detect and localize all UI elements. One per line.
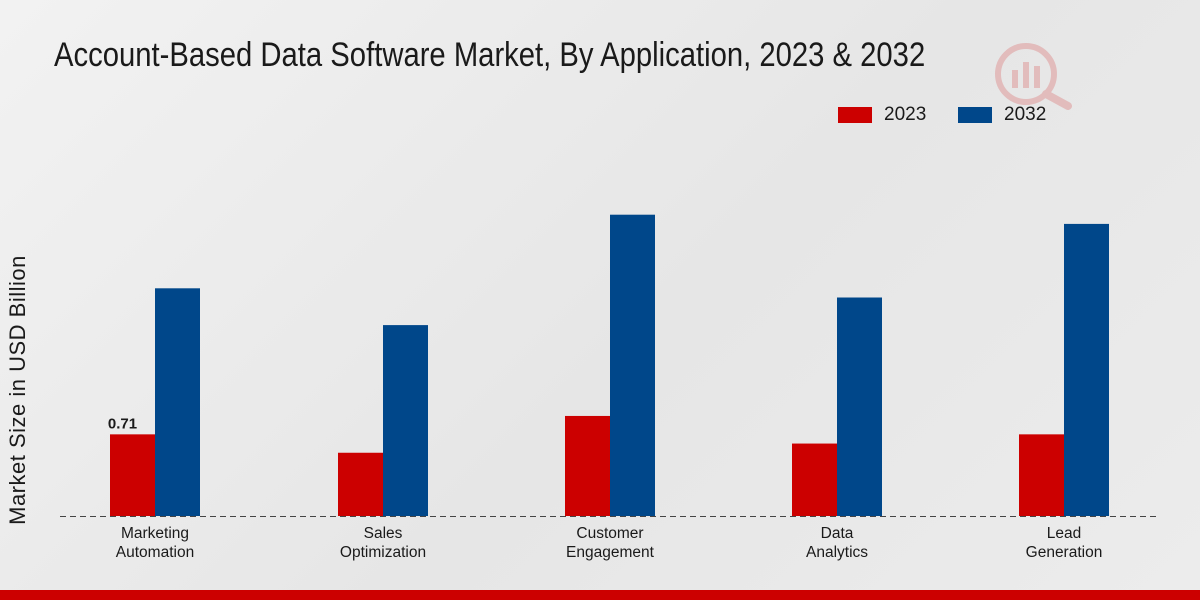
bar-2032-2: [610, 214, 655, 516]
x-tick-label-4-1: Generation: [1026, 544, 1103, 561]
bar-2023-3: [792, 443, 837, 516]
x-tick-label-4-0: Lead: [1047, 525, 1081, 542]
bottom-accent-bar: [0, 590, 1200, 600]
bar-2023-0: [110, 434, 155, 516]
bar-2023-1: [338, 452, 383, 516]
legend-label-2023: 2023: [884, 104, 927, 125]
x-tick-label-3-0: Data: [821, 525, 854, 542]
bar-2023-4: [1019, 434, 1064, 516]
bar-2032-0: [155, 288, 200, 516]
legend-label-2032: 2032: [1004, 104, 1047, 125]
legend-swatch-2032: [958, 107, 992, 123]
x-tick-label-2-0: Customer: [576, 525, 643, 542]
bar-2032-4: [1064, 223, 1109, 516]
chart-title: Account-Based Data Software Market, By A…: [54, 36, 926, 74]
bar-2032-1: [383, 325, 428, 516]
legend: 2023 2032: [0, 104, 1200, 128]
x-tick-label-1-0: Sales: [364, 525, 403, 542]
data-label-2023-0: 0.71: [108, 415, 137, 432]
bar-2032-3: [837, 297, 882, 516]
x-tick-label-2-1: Engagement: [566, 544, 655, 561]
legend-swatch-2023: [838, 107, 872, 123]
legend-item-2032: 2032: [958, 104, 1046, 126]
x-tick-label-1-1: Optimization: [340, 544, 426, 561]
bar-2023-2: [565, 415, 610, 516]
x-tick-label-3-1: Analytics: [806, 544, 868, 561]
watermark-logo-icon: [995, 43, 1072, 110]
legend-item-2023: 2023: [838, 104, 926, 126]
x-tick-label-0-1: Automation: [116, 544, 194, 561]
x-tick-label-0-0: Marketing: [121, 525, 189, 542]
